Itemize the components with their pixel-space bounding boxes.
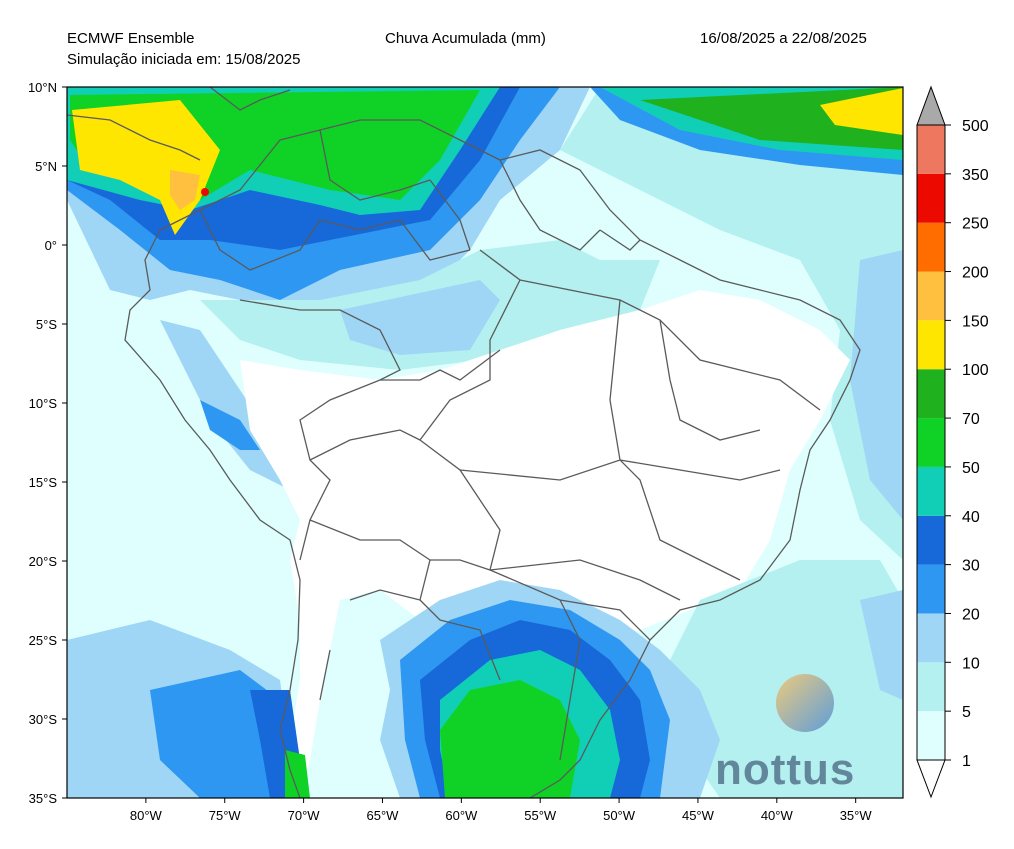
lon-label: 50°W (603, 808, 636, 823)
colorbar-label: 500 (962, 118, 989, 135)
lon-label: 60°W (445, 808, 478, 823)
nottus-logo-text: nottus (715, 745, 856, 794)
lon-label: 45°W (682, 808, 715, 823)
forecast-period: 16/08/2025 a 22/08/2025 (700, 30, 867, 47)
colorbar-label: 150 (962, 313, 989, 330)
colorbar-segment (917, 125, 945, 174)
nottus-logo-icon (776, 674, 834, 732)
lon-label: 65°W (367, 808, 400, 823)
lat-label: 10°S (29, 396, 58, 411)
colorbar-label: 10 (962, 655, 980, 672)
model-name: ECMWF Ensemble (67, 30, 195, 47)
colorbar-segment (917, 320, 945, 370)
colorbar-label: 350 (962, 167, 989, 184)
colorbar-segment (917, 564, 945, 614)
colorbar-low-triangle (916, 759, 946, 799)
colorbar-high-triangle (916, 85, 946, 126)
lat-label: 5°N (35, 159, 57, 174)
lat-label: 15°S (29, 475, 58, 490)
colorbar-label: 40 (962, 509, 980, 526)
colorbar-label: 30 (962, 558, 980, 575)
colorbar-segment (917, 369, 945, 419)
colorbar-label: 70 (962, 411, 980, 428)
lat-label: 10°N (28, 80, 57, 95)
lat-label: 30°S (29, 712, 58, 727)
map-frame (66, 86, 904, 799)
lon-label: 70°W (288, 808, 321, 823)
country-borders (67, 87, 861, 798)
colorbar-segment (917, 515, 945, 565)
colorbar-label: 50 (962, 460, 980, 477)
colorbar-label: 20 (962, 606, 980, 623)
lon-label: 75°W (209, 808, 242, 823)
colorbar-segment (917, 173, 945, 223)
longitude-labels: 80°W 75°W 70°W 65°W 60°W 55°W 50°W 45°W 40°W 35°W (130, 798, 872, 823)
lon-label: 35°W (840, 808, 873, 823)
colorbar: 1 5 10 20 30 40 50 70 100 150 200 250 350 500 (916, 85, 989, 799)
colorbar-label: 250 (962, 216, 989, 233)
colorbar-label: 200 (962, 265, 989, 282)
map-title: Chuva Acumulada (mm) (385, 30, 546, 47)
colorbar-segment (917, 613, 945, 663)
lat-label: 0° (45, 238, 57, 253)
colorbar-segment (917, 662, 945, 712)
lat-label: 5°S (36, 317, 57, 332)
lon-label: 40°W (761, 808, 794, 823)
colorbar-label: 5 (962, 704, 971, 721)
colorbar-segment (917, 711, 945, 760)
colorbar-segment (917, 222, 945, 272)
latitude-labels: 10°N 5°N 0° 5°S 10°S 15°S 20°S 25°S 30°S 35°S (28, 80, 67, 806)
colorbar-frame (916, 124, 946, 761)
lat-label: 35°S (29, 791, 58, 806)
colorbar-segment (917, 271, 945, 321)
simulation-init: Simulação iniciada em: 15/08/2025 (67, 51, 301, 68)
colorbar-segment (917, 466, 945, 516)
colorbar-segment (917, 418, 945, 467)
lat-label: 20°S (29, 554, 58, 569)
lat-label: 25°S (29, 633, 58, 648)
lon-label: 80°W (130, 808, 163, 823)
lon-label: 55°W (524, 808, 557, 823)
colorbar-label: 100 (962, 362, 989, 379)
colorbar-label: 1 (962, 753, 971, 770)
rain-field (67, 87, 903, 798)
